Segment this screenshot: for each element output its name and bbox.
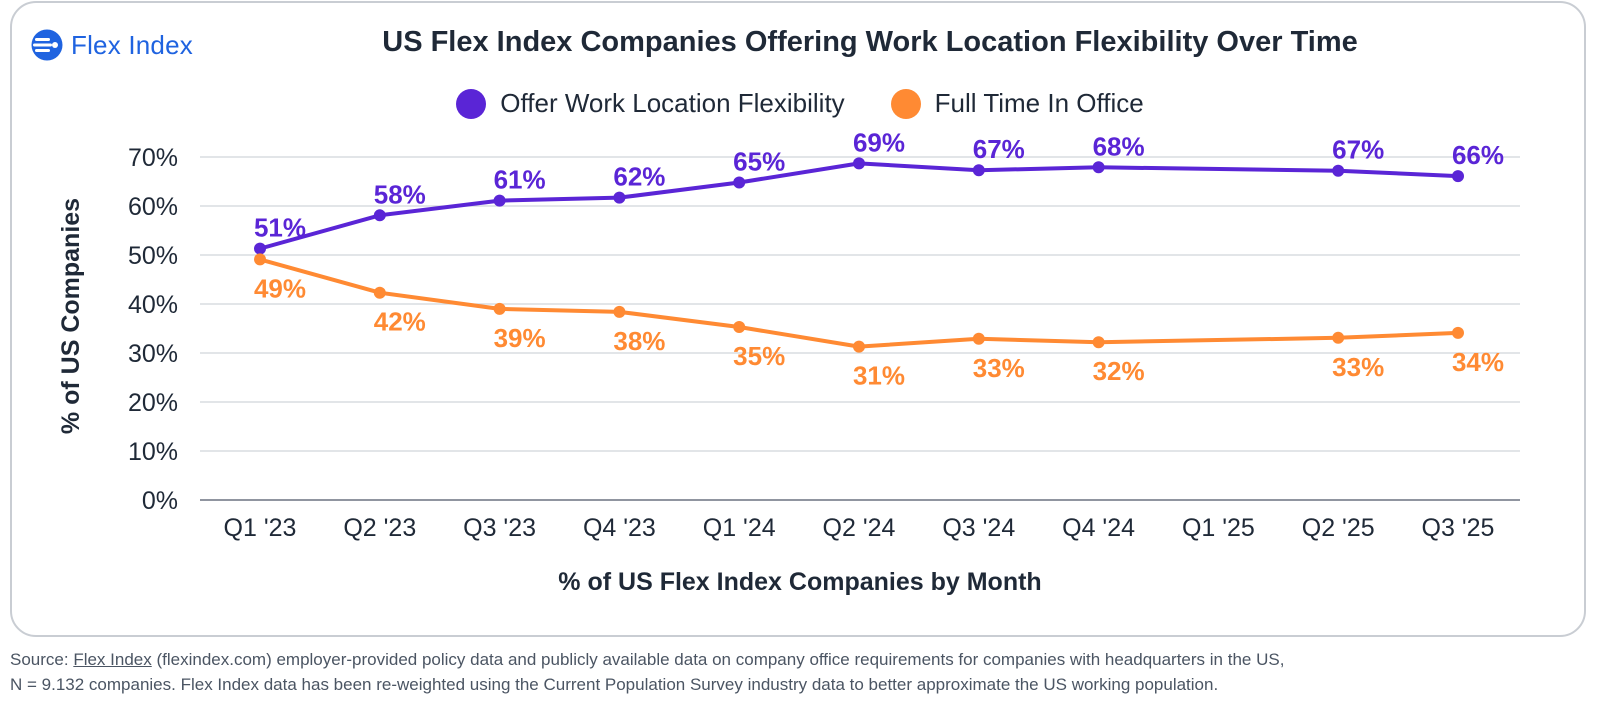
data-label: 31% (853, 361, 905, 391)
y-tick-label: 60% (128, 193, 178, 221)
data-label: 49% (254, 273, 306, 303)
legend-item-flexibility[interactable]: Offer Work Location Flexibility (456, 88, 845, 119)
footnote-line2: N = 9.132 companies. Flex Index data has… (10, 675, 1219, 694)
data-label: 39% (494, 323, 546, 353)
y-tick-label: 10% (128, 438, 178, 466)
data-label: 67% (973, 134, 1025, 164)
y-tick-label: 50% (128, 242, 178, 270)
legend-item-full-time-office[interactable]: Full Time In Office (890, 88, 1144, 119)
data-label: 42% (374, 307, 426, 337)
data-point (373, 209, 386, 222)
x-axis-label: % of US Flex Index Companies by Month (558, 568, 1042, 596)
data-label: 32% (1093, 356, 1145, 386)
source-footnote: Source: Flex Index (flexindex.com) emplo… (10, 647, 1590, 697)
legend-label-full-time-office: Full Time In Office (934, 88, 1144, 118)
legend-label-flexibility: Offer Work Location Flexibility (500, 88, 845, 118)
logo-text: Flex Index (71, 29, 193, 60)
x-tick-label: Q3 '23 (463, 514, 536, 542)
legend-marker-full-time-office (890, 88, 921, 119)
y-tick-label: 40% (128, 291, 178, 319)
y-tick-label: 70% (128, 144, 178, 172)
x-tick-label: Q1 '23 (224, 514, 297, 542)
x-tick-label: Q1 '25 (1182, 514, 1255, 542)
y-tick-label: 20% (128, 389, 178, 417)
chart-title: US Flex Index Companies Offering Work Lo… (382, 26, 1358, 58)
data-label: 38% (613, 326, 665, 356)
data-label: 61% (494, 165, 546, 195)
data-point (1092, 336, 1105, 349)
data-label: 66% (1452, 140, 1504, 170)
data-point (1452, 326, 1464, 339)
series-line (258, 257, 1460, 349)
data-point (613, 305, 626, 318)
data-label: 65% (733, 146, 785, 176)
data-label: 51% (254, 213, 306, 243)
data-point (1332, 331, 1345, 344)
flex-index-logo: Flex Index (30, 28, 193, 62)
data-point (972, 164, 985, 177)
data-point (853, 340, 865, 353)
chart-card (10, 1, 1586, 637)
x-tick-label: Q2 '23 (343, 514, 416, 542)
data-point (1332, 164, 1345, 177)
x-tick-label: Q1 '24 (703, 514, 776, 542)
data-point (1092, 161, 1105, 174)
data-label: 33% (1332, 352, 1384, 382)
data-label: 33% (973, 353, 1025, 383)
y-tick-label: 0% (142, 487, 178, 515)
data-label: 68% (1093, 131, 1145, 161)
flex-index-link[interactable]: Flex Index (73, 650, 152, 669)
data-label: 58% (374, 179, 426, 209)
data-point (972, 332, 985, 345)
x-tick-label: Q2 '25 (1302, 514, 1375, 542)
data-label: 67% (1332, 135, 1384, 165)
data-point (1452, 170, 1464, 183)
data-point (493, 302, 506, 315)
data-point (493, 194, 506, 207)
legend-marker-flexibility (456, 88, 487, 119)
data-label: 35% (733, 341, 785, 371)
y-tick-label: 30% (128, 340, 178, 368)
data-point (733, 176, 746, 189)
data-point (254, 253, 266, 266)
data-point (254, 242, 266, 255)
data-point (613, 191, 626, 204)
flex-index-logo-icon (31, 29, 63, 61)
data-label: 69% (853, 127, 905, 157)
footnote-prefix: Source: (10, 650, 74, 669)
x-tick-label: Q4 '23 (583, 514, 656, 542)
x-tick-label: Q4 '24 (1062, 514, 1135, 542)
footnote-line1-rest: (flexindex.com) employer-provided policy… (151, 650, 1285, 669)
x-tick-label: Q3 '25 (1422, 514, 1495, 542)
series-line (258, 161, 1460, 251)
data-point (853, 157, 865, 170)
data-label: 34% (1452, 347, 1504, 377)
x-tick-label: Q2 '24 (823, 514, 896, 542)
data-point (373, 286, 386, 299)
data-point (733, 321, 746, 334)
data-label: 62% (613, 162, 665, 192)
legend: Offer Work Location Flexibility Full Tim… (0, 88, 1600, 119)
x-tick-label: Q3 '24 (942, 514, 1015, 542)
